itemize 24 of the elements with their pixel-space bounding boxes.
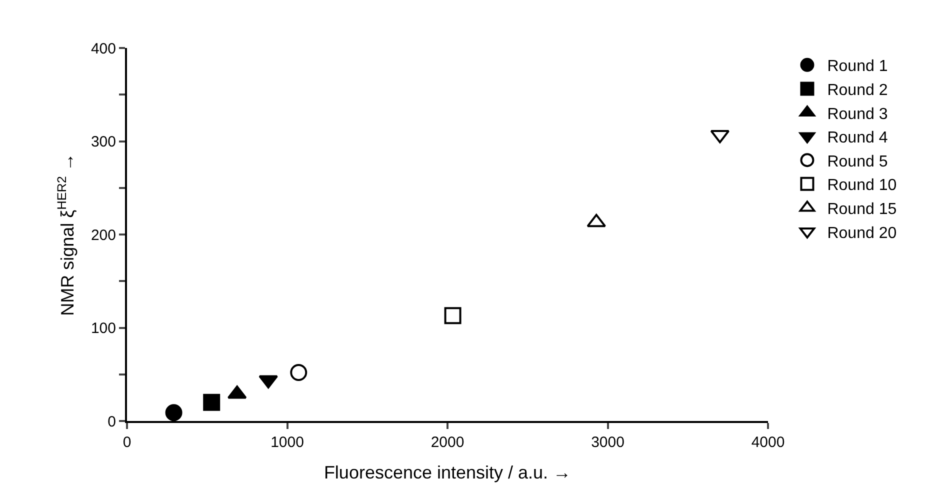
point [203,394,220,411]
x-axis-title: Fluorescence intensity / a.u. → [324,462,572,483]
legend-label: Round 5 [827,153,888,170]
y-tick-label: 200 [90,226,116,244]
legend-label: Round 3 [827,106,888,123]
x-tick-label: 4000 [751,434,785,451]
y-tick-label: 100 [90,320,116,337]
x-tick-label: 1000 [270,434,304,451]
legend-label: Round 10 [827,177,897,194]
legend-label: Round 20 [827,224,897,242]
legend-label: Round 15 [827,200,897,218]
legend-label: Round 1 [827,58,888,76]
point [165,404,182,422]
x-tick-label: 2000 [430,434,464,451]
legend-label: Round 2 [827,82,888,99]
point [710,130,730,144]
y-tick-label: 0 [108,413,116,430]
y-tick-label: 300 [90,134,116,150]
point [444,307,462,324]
point [290,364,308,382]
y-tick-label: 400 [90,40,116,58]
legend-label: Round 4 [827,130,888,147]
x-tick-label: 3000 [591,434,624,451]
x-tick-label: 0 [122,434,132,451]
